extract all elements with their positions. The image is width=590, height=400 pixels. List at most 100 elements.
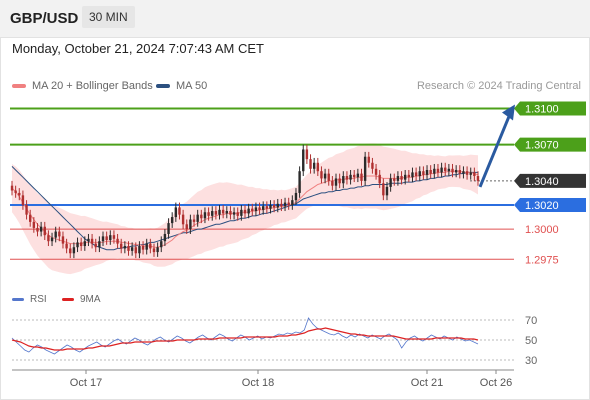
candle-body <box>130 247 134 251</box>
candle-body <box>338 178 341 184</box>
candle-body <box>331 180 334 186</box>
candle-body <box>269 205 272 209</box>
rsi-tick-label: 70 <box>525 315 537 327</box>
candle-body <box>203 212 207 219</box>
candle-body <box>440 167 443 173</box>
level-tag-3 <box>514 198 586 212</box>
level-label-2: 1.3040 <box>514 173 586 188</box>
candle-body <box>18 192 21 196</box>
candle-body <box>291 200 294 205</box>
candle-body <box>382 183 385 196</box>
level-label-3: 1.3020 <box>514 198 586 212</box>
candle-body <box>39 226 43 232</box>
candle-body <box>272 205 276 208</box>
legend-ma20-label: MA 20 + Bollinger Bands <box>32 80 153 92</box>
candle-body <box>87 238 90 242</box>
level-tag-1 <box>514 137 586 152</box>
timestamp: Monday, October 21, 2024 7:07:43 AM CET <box>12 41 264 56</box>
candle-body <box>218 209 221 215</box>
candle-body <box>141 246 145 250</box>
ma20-swatch-icon <box>12 84 26 89</box>
candle-body <box>385 186 389 196</box>
candle-body <box>105 236 108 240</box>
level-tag-2 <box>514 173 586 188</box>
candle-body <box>462 171 465 174</box>
candle-body <box>170 217 174 224</box>
candle-body <box>214 211 218 215</box>
rsi-tick-label: 50 <box>525 335 537 347</box>
candle-body <box>211 211 214 216</box>
candle-body <box>58 231 61 237</box>
rsi-swatch-icon <box>12 297 24 301</box>
candle-body <box>323 173 327 179</box>
candle-body <box>451 168 454 173</box>
candle-body <box>287 202 290 205</box>
candle-body <box>433 168 436 174</box>
candle-body <box>120 243 123 249</box>
candle-body <box>72 247 76 254</box>
candle-body <box>378 174 381 184</box>
level-value-3: 1.3020 <box>525 200 559 212</box>
candle-body <box>262 206 265 210</box>
candle-body <box>400 176 403 180</box>
candle-body <box>65 243 68 249</box>
candle-body <box>32 221 36 228</box>
candle-body <box>298 171 301 193</box>
candle-body <box>447 168 451 172</box>
level-tag-0 <box>514 101 586 116</box>
candle-body <box>349 174 352 180</box>
candle-body <box>79 242 83 247</box>
candle-body <box>127 246 130 251</box>
candle-body <box>283 202 287 207</box>
candle-body <box>403 174 407 180</box>
candle-body <box>192 219 196 222</box>
candle-body <box>327 173 330 181</box>
x-tick-label: Oct 21 <box>411 377 443 389</box>
candle-body <box>83 241 87 247</box>
level-value-1: 1.3070 <box>525 140 559 152</box>
candle-body <box>294 192 298 201</box>
level-value-4: 1.3000 <box>525 224 559 236</box>
candle-body <box>458 170 461 174</box>
level-label-4: 1.3000 <box>525 224 559 236</box>
candle-body <box>422 171 425 175</box>
candle-body <box>98 241 101 248</box>
legend-rsi-label: RSI <box>30 294 47 305</box>
candle-body <box>185 224 188 230</box>
candle-body <box>134 247 137 254</box>
candle-body <box>189 219 192 230</box>
legend-ma20-bb: MA 20 + Bollinger Bands <box>12 80 153 92</box>
candle-body <box>396 176 400 181</box>
candle-body <box>29 214 32 222</box>
candle-body <box>221 209 225 214</box>
candle-body <box>10 185 14 191</box>
candle-body <box>240 209 243 216</box>
candle-body <box>160 241 163 248</box>
candle-body <box>123 246 127 249</box>
candle-body <box>444 167 447 172</box>
candle-body <box>345 176 349 180</box>
candle-body <box>258 207 261 210</box>
candle-body <box>50 237 54 242</box>
candle-body <box>411 172 414 178</box>
projection-arrow-icon <box>502 104 515 121</box>
level-value-5: 1.2975 <box>525 254 559 266</box>
legend-rsi: RSI <box>12 294 47 305</box>
credit-text: Research © 2024 Trading Central <box>416 80 581 92</box>
candle-body <box>101 236 105 242</box>
candle-body <box>243 209 247 214</box>
candle-body <box>47 235 50 242</box>
level-label-1: 1.3070 <box>514 137 586 152</box>
candle-body <box>436 168 440 173</box>
candle-body <box>36 227 39 232</box>
candle-body <box>429 170 432 174</box>
candle-body <box>302 149 305 172</box>
candle-body <box>465 171 469 175</box>
candle-body <box>247 208 250 214</box>
candle-body <box>476 176 480 181</box>
candle-body <box>236 212 239 216</box>
candle-body <box>454 170 458 173</box>
candle-body <box>371 162 374 169</box>
timeframe-badge[interactable]: 30 MIN <box>82 6 135 28</box>
